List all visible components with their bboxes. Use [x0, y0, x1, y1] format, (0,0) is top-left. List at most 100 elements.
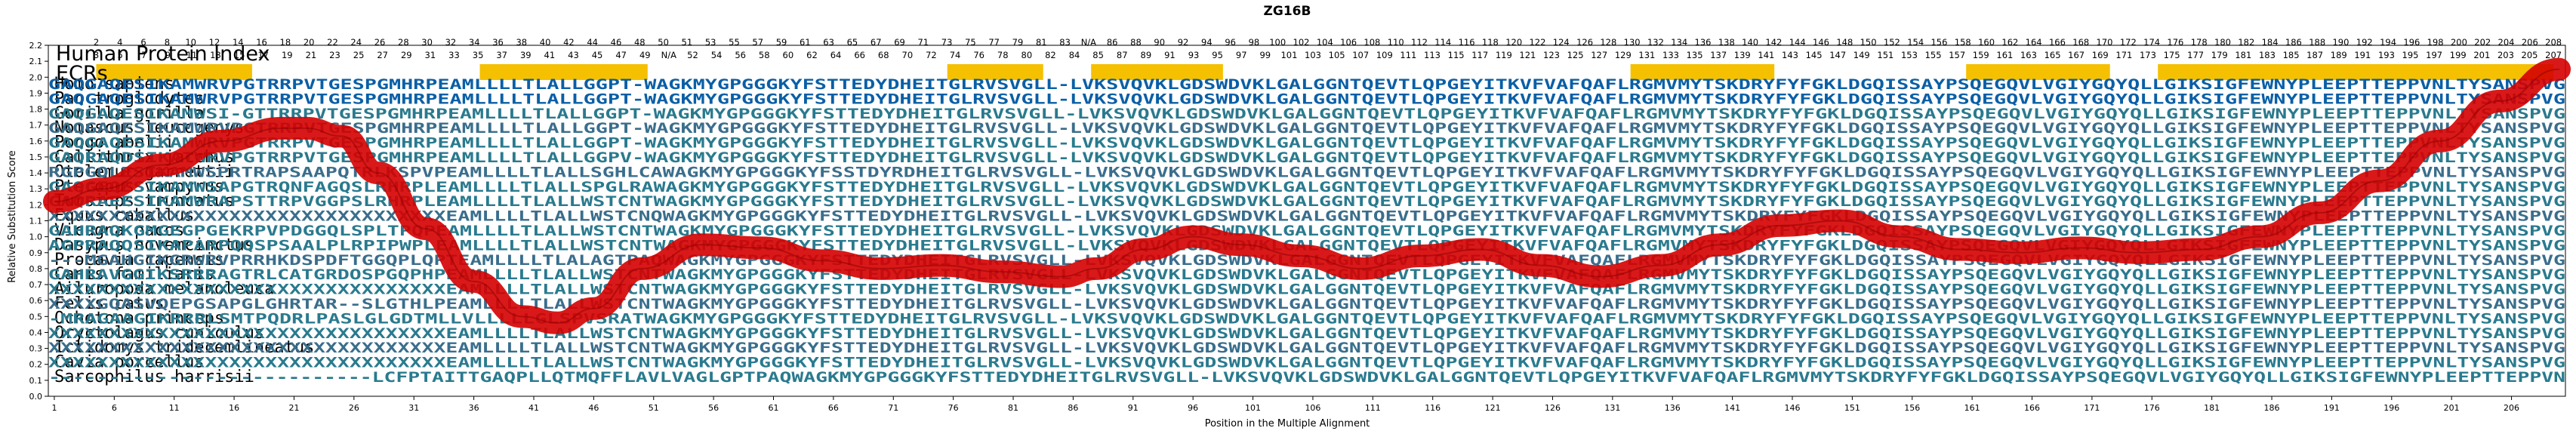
index-number: 55: [729, 37, 740, 48]
index-number: 195: [2402, 50, 2419, 60]
index-number: 11: [186, 50, 198, 60]
y-tick-label: 2.2: [29, 41, 43, 51]
alignment-sequence: GAQRAQDSIKATWRVPGTRRPVTGESPGMHRPEAMLLLLT…: [48, 150, 2565, 166]
index-number: 173: [2140, 50, 2156, 60]
index-number: 138: [1718, 37, 1735, 48]
index-number: 111: [1400, 50, 1416, 60]
index-number: 40: [540, 37, 551, 48]
index-number: 123: [1543, 50, 1560, 60]
index-number: 7: [141, 50, 146, 60]
index-number: 61: [800, 37, 811, 48]
index-number: 162: [2001, 37, 2018, 48]
alignment-sequence: GAHRAVGGIKSRRRAGTRLCATGRDOSPGQPHPEAMLLLL…: [48, 267, 2565, 283]
index-number: 21: [306, 50, 317, 60]
index-number: 115: [1448, 50, 1465, 60]
ecr-bar: [1091, 64, 1223, 80]
index-number: 154: [1907, 37, 1924, 48]
x-tick-label: 151: [1844, 403, 1860, 413]
alignment-sequence: GAQGEQESIKAMWSAPGTRQNFAGQSLRHRPLEAMLLLLT…: [48, 180, 2565, 195]
index-number: 56: [735, 50, 746, 60]
index-number: 182: [2238, 37, 2254, 48]
index-number: 68: [878, 50, 889, 60]
index-number: 204: [2498, 37, 2515, 48]
index-number: 18: [280, 37, 291, 48]
index-number: 60: [783, 50, 794, 60]
y-tick-label: 0.9: [29, 248, 43, 258]
index-number: 6: [140, 37, 146, 48]
index-number: 74: [950, 50, 961, 60]
index-number: 22: [327, 37, 338, 48]
index-number: 69: [894, 37, 905, 48]
index-number: 152: [1884, 37, 1900, 48]
alignment-sequence: -MRAGAAGIKRRRLSMTPQDRLPASLGLGDTMLLVLLLLL…: [48, 311, 2565, 327]
index-number: 176: [2167, 37, 2183, 48]
index-number: 107: [1352, 50, 1369, 60]
index-number: 34: [469, 37, 480, 48]
index-number: 113: [1424, 50, 1441, 60]
index-number: 148: [1836, 37, 1853, 48]
y-axis-label: Relative Substitution Score: [7, 150, 18, 283]
index-number: 198: [2427, 37, 2444, 48]
index-number: 130: [1624, 37, 1641, 48]
x-tick-label: 26: [349, 403, 359, 413]
index-number: 172: [2120, 37, 2137, 48]
index-number: 189: [2331, 50, 2347, 60]
index-number: 165: [2044, 50, 2061, 60]
alignment-sequence: XXXXXXXXXXXXXXXXXXXXXXXXXXXXXXXXXEAMLLLL…: [48, 209, 2565, 225]
index-number: 134: [1671, 37, 1687, 48]
plot-area: 0.0 0.1 0.2 0.3 0.4 0.5 0.6 0.7 0.8 0.9 1.0 1.1 1.2 1…: [29, 37, 2571, 413]
index-number: 132: [1647, 37, 1664, 48]
species-name: Gorilla gorilla: [54, 104, 205, 123]
x-tick-label: 11: [169, 403, 180, 413]
alignment-sequence: GAQRAEESIKAMWRAPSTTRPVGGPSLRHRPLEAMLLLLT…: [48, 194, 2565, 210]
index-number: 109: [1376, 50, 1393, 60]
substitution-score-core: [54, 68, 2560, 324]
x-tick-label: 46: [588, 403, 599, 413]
x-tick-label: 171: [2084, 403, 2100, 413]
index-number: 201: [2473, 50, 2490, 60]
index-number: 80: [1021, 50, 1033, 60]
index-number: 119: [1496, 50, 1512, 60]
x-tick-label: 116: [1425, 403, 1441, 413]
index-number: 159: [1973, 50, 1989, 60]
index-number: 62: [806, 50, 818, 60]
index-number: 51: [682, 37, 693, 48]
index-number: 28: [398, 37, 409, 48]
y-tick-label: 2.0: [29, 72, 43, 82]
index-number: 79: [1012, 37, 1024, 48]
index-number: 16: [256, 37, 267, 48]
index-number: 192: [2356, 37, 2373, 48]
index-number: 205: [2522, 50, 2538, 60]
index-number: 27: [377, 50, 388, 60]
index-number: 24: [350, 37, 362, 48]
x-tick-label: 191: [2324, 403, 2340, 413]
x-tick-label: 36: [469, 403, 479, 413]
y-tick-label: 0.8: [29, 264, 43, 274]
index-number: 13: [210, 50, 221, 60]
index-number: 47: [615, 50, 627, 60]
x-tick-label: 136: [1665, 403, 1681, 413]
index-number: 127: [1591, 50, 1607, 60]
index-number: 166: [2049, 37, 2066, 48]
index-number: 122: [1529, 37, 1545, 48]
x-tick-label: 6: [112, 403, 117, 413]
y-tick-label: 1.9: [29, 88, 43, 98]
index-number: 157: [1949, 50, 1965, 60]
alignment-sequence: XXXXXXXXXXXXXXXXXXXXXXXXXXXXXXXXXEAMLLLL…: [48, 282, 2565, 298]
index-number: 202: [2474, 37, 2491, 48]
index-number: 94: [1201, 37, 1213, 48]
index-number: 186: [2285, 37, 2302, 48]
y-tick-label: 0.2: [29, 360, 43, 370]
species-name: Canis familiaris: [54, 265, 214, 284]
index-number: 116: [1459, 37, 1475, 48]
chart-title: ZG16B: [1264, 4, 1311, 19]
index-number: 136: [1695, 37, 1712, 48]
x-tick-label: 176: [2144, 403, 2160, 413]
index-number: 78: [997, 50, 1009, 60]
index-number: 103: [1305, 50, 1321, 60]
index-number: 81: [1036, 37, 1047, 48]
y-tick-label: 1.7: [29, 121, 43, 131]
index-number: 167: [2068, 50, 2085, 60]
index-number: 175: [2164, 50, 2180, 60]
